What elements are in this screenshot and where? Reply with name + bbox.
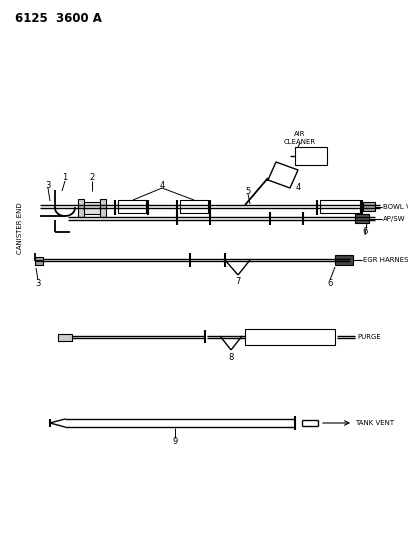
Bar [295,147,327,165]
Text: TANK VENT: TANK VENT [355,420,394,426]
Bar [84,202,100,214]
Bar [335,255,353,265]
Bar [245,329,335,345]
Text: PURGE: PURGE [357,334,381,340]
Text: 1: 1 [62,174,68,182]
Text: 3: 3 [45,181,51,190]
Bar [35,257,43,265]
Bar [363,202,375,211]
Bar [100,199,106,217]
Text: 4: 4 [160,181,164,190]
Text: 6125  3600 A: 6125 3600 A [15,12,102,25]
Bar [58,334,72,341]
Text: AIR
CLEANER: AIR CLEANER [284,132,316,144]
Text: 6: 6 [362,228,368,237]
Bar [180,200,208,213]
Text: 7: 7 [235,278,241,287]
Text: 9: 9 [172,437,177,446]
Text: 8: 8 [228,352,234,361]
Bar [355,214,369,223]
Bar [320,200,360,213]
Text: 6: 6 [327,279,333,287]
Text: 3: 3 [35,279,41,287]
Text: 4: 4 [295,183,301,192]
Text: BOWL VENT: BOWL VENT [383,204,408,210]
Bar [78,199,84,217]
Bar [118,200,146,213]
Text: EGR HARNESS: EGR HARNESS [363,257,408,263]
Text: AP/SW: AP/SW [383,216,406,222]
Text: 2: 2 [89,174,95,182]
Text: 5: 5 [245,187,251,196]
Text: CANISTER END: CANISTER END [17,202,23,254]
